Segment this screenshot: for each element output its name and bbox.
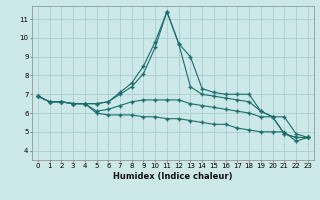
X-axis label: Humidex (Indice chaleur): Humidex (Indice chaleur) (113, 172, 233, 181)
